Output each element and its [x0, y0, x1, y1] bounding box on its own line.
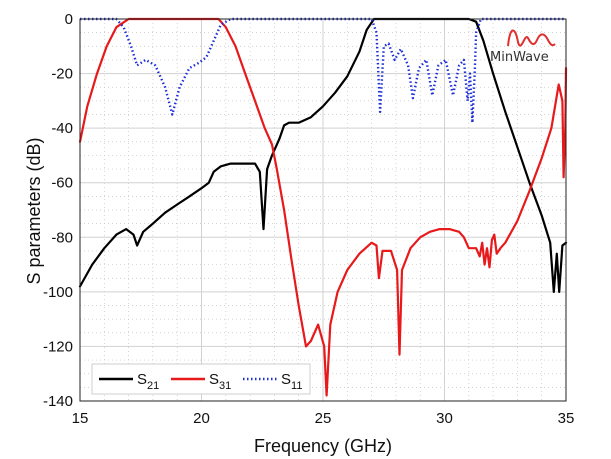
x-tick-label: 15 [72, 410, 89, 427]
y-tick-labels: 0 -20 -40 -60 -80 -100 -120 -140 [43, 11, 73, 410]
logo-wave-icon [507, 29, 556, 47]
legend: S21 S31 S11 [91, 363, 311, 395]
y-tick-label: -20 [51, 66, 73, 83]
series-layer [78, 17, 568, 397]
y-tick-label: -120 [43, 338, 73, 355]
legend-label-s31: S31 [209, 371, 231, 392]
legend-label-s21: S21 [137, 371, 159, 392]
y-axis-label: S parameters (dB) [24, 137, 44, 284]
y-tick-label: -140 [43, 393, 73, 410]
y-tick-label: -80 [51, 229, 73, 246]
series-line-s11 [80, 17, 566, 124]
series-line-s31 [78, 17, 568, 397]
y-tick-label: 0 [65, 11, 73, 28]
y-tick-label: -60 [51, 175, 73, 192]
x-tick-labels: 15 20 25 30 35 [72, 410, 575, 427]
x-tick-label: 20 [193, 410, 210, 427]
x-tick-label: 35 [558, 410, 575, 427]
minwave-logo: MinWave [490, 29, 556, 65]
x-axis-label: Frequency (GHz) [254, 436, 392, 456]
series-line-s21 [78, 17, 568, 293]
legend-label-s11: S11 [281, 371, 302, 392]
x-tick-label: 25 [315, 410, 332, 427]
plot-frame [79, 18, 567, 402]
y-tick-label: -100 [43, 284, 73, 301]
x-tick-label: 30 [436, 410, 453, 427]
y-tick-label: -40 [51, 120, 73, 137]
logo-text: MinWave [490, 50, 549, 65]
